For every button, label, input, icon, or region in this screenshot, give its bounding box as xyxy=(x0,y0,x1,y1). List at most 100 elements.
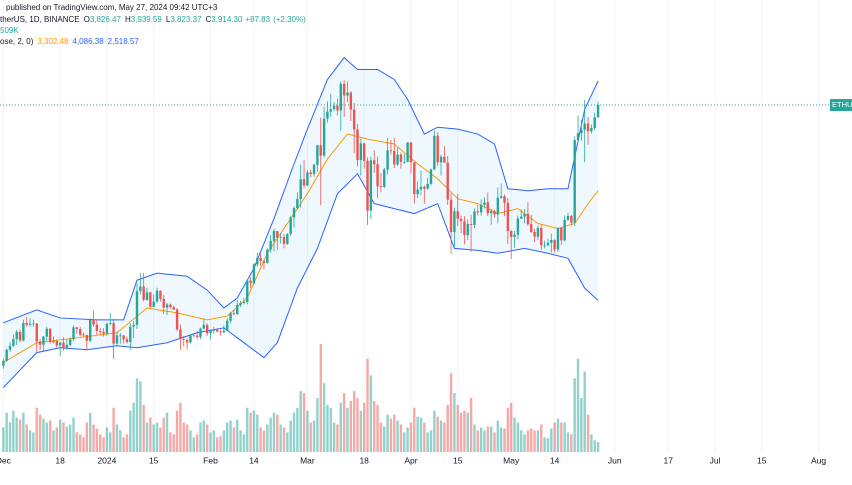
candle-body xyxy=(449,199,453,233)
x-tick-label: Jul xyxy=(710,455,721,465)
volume-bar xyxy=(322,383,326,452)
candle-body xyxy=(509,231,513,237)
candle-body xyxy=(306,172,309,186)
candle-body xyxy=(286,234,289,244)
candle-body xyxy=(269,240,272,250)
candle-body xyxy=(383,169,386,187)
volume-bar xyxy=(379,422,383,452)
volume-bar xyxy=(426,432,429,452)
candle-body xyxy=(165,304,169,308)
candle-body xyxy=(219,331,222,333)
candle-body xyxy=(289,217,292,235)
x-tick-label: 18 xyxy=(55,455,65,465)
price-label: ETHUS xyxy=(832,100,852,109)
volume-bar xyxy=(376,404,379,452)
candle-body xyxy=(155,290,159,302)
candle-body xyxy=(202,324,206,329)
candle-body xyxy=(536,227,540,237)
volume-bar xyxy=(15,417,18,452)
candle-body xyxy=(55,341,59,346)
volume-bar xyxy=(476,430,479,452)
candle-body xyxy=(439,156,443,163)
candle-body xyxy=(593,117,596,129)
candle-body xyxy=(570,215,573,223)
volume-bar xyxy=(443,422,446,452)
symbol: therUS, 1D, BINANCE xyxy=(0,15,80,24)
candle-body xyxy=(212,329,216,331)
volume-bar xyxy=(526,430,530,452)
candle-body xyxy=(99,330,102,332)
candle-body xyxy=(125,339,129,343)
candle-body xyxy=(279,237,282,238)
candle-body xyxy=(576,133,580,141)
volume-bar xyxy=(356,397,359,452)
candle-body xyxy=(12,339,15,346)
volume-bar xyxy=(25,424,28,452)
volume-bar xyxy=(509,402,513,452)
volume-bar xyxy=(109,432,112,452)
candle-body xyxy=(426,183,429,189)
candle-body xyxy=(580,129,583,134)
volume-bar xyxy=(179,402,182,452)
candle-body xyxy=(42,336,45,345)
candle-body xyxy=(516,218,520,235)
volume-bar xyxy=(18,419,22,452)
volume-bar xyxy=(159,427,162,452)
volume-bar xyxy=(236,419,239,452)
candle-body xyxy=(483,202,486,205)
candle-body xyxy=(369,160,373,211)
volume-bar xyxy=(332,422,336,452)
volume-bar xyxy=(52,430,55,452)
ohlc-value: 3,823.37 xyxy=(170,15,202,24)
candle-body xyxy=(486,202,490,214)
candle-body xyxy=(15,331,18,340)
volume-bar xyxy=(202,420,206,452)
volume-bar xyxy=(286,432,289,452)
candle-body xyxy=(78,328,82,335)
candle-body xyxy=(68,339,72,345)
candle-body xyxy=(149,292,152,307)
candle-body xyxy=(192,335,195,337)
candle-body xyxy=(175,309,179,330)
volume-bar xyxy=(12,410,15,452)
volume-bar xyxy=(389,418,393,452)
x-tick-label: Apr xyxy=(404,455,417,465)
volume-bar xyxy=(366,358,369,452)
volume-bar xyxy=(573,378,576,452)
candle-body xyxy=(242,301,246,303)
candle-body xyxy=(406,142,409,162)
candle-body xyxy=(85,335,89,341)
candle-body xyxy=(152,301,155,307)
volume-bar xyxy=(172,434,175,452)
ohlc-value: 3,939.59 xyxy=(131,15,163,24)
candle-body xyxy=(48,328,52,343)
volume-bar xyxy=(199,422,202,452)
candle-body xyxy=(550,239,553,243)
candle-body xyxy=(62,342,65,349)
candle-body xyxy=(332,105,336,110)
volume-bar xyxy=(449,373,453,452)
candle-body xyxy=(553,239,556,250)
candle-body xyxy=(373,160,376,165)
ohlc-key: L xyxy=(166,15,171,24)
candle-body xyxy=(473,211,476,226)
volume-bar xyxy=(570,434,573,452)
volume-bar xyxy=(282,427,286,452)
ohlc-key: H xyxy=(125,15,131,24)
volume-bar xyxy=(556,418,560,452)
volume-bar xyxy=(132,402,135,452)
volume-bar xyxy=(65,426,69,452)
candle-body xyxy=(105,323,109,334)
candle-body xyxy=(189,335,192,343)
x-tick-label: 17 xyxy=(664,455,674,465)
band-fill xyxy=(3,57,599,388)
volume-bar xyxy=(576,358,580,452)
volume-bar xyxy=(349,400,353,452)
candle-body xyxy=(32,323,35,325)
volume-bar xyxy=(239,430,242,452)
volume-bar xyxy=(222,430,226,452)
candle-body xyxy=(65,344,69,349)
x-tick-label: 2024 xyxy=(97,455,116,465)
volume-bar xyxy=(459,412,463,452)
